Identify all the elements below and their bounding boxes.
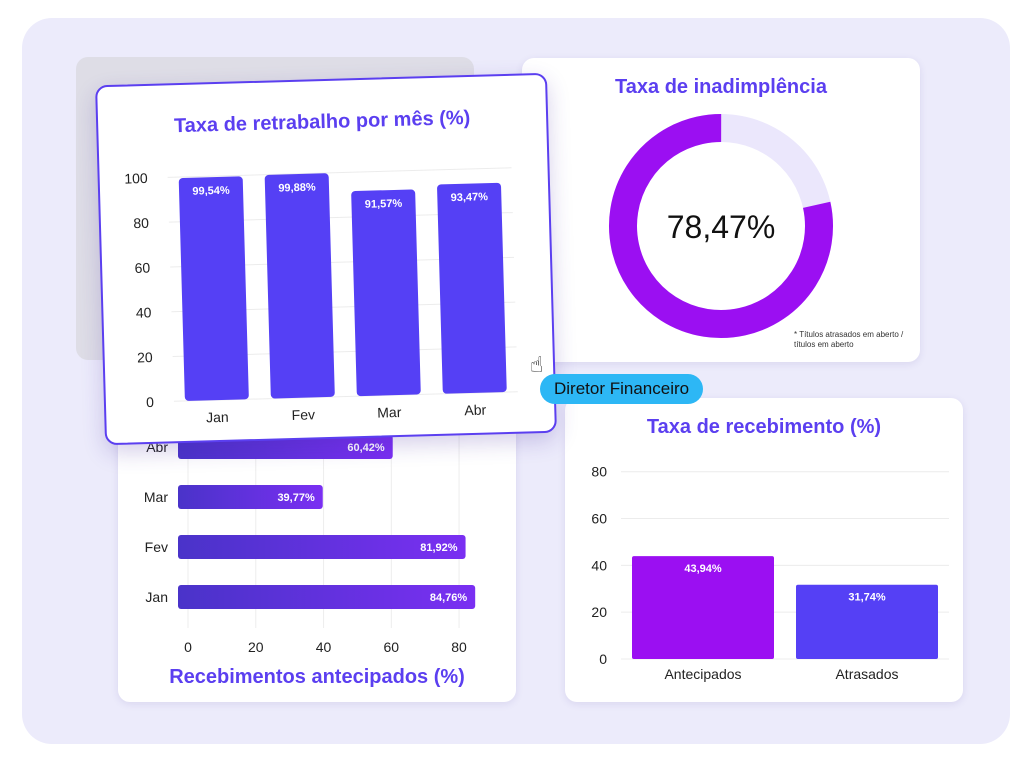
card-taxa-retrabalho: Taxa de retrabalho por mês (%) 0 20 40 60 80… [95,72,557,446]
bar-value-label: 99,54% [192,185,230,198]
y-tick-label: 100 [124,170,148,187]
bar-value-label: 39,77% [277,492,315,504]
hand-cursor-icon: ☝ [530,352,544,377]
bar-abr [437,182,507,394]
chart-title-recebimentos: Recebimentos antecipados (%) [169,666,465,688]
x-tick-label: Fev [291,406,315,423]
bar-fev [178,535,466,559]
x-tick-label: 0 [184,639,192,655]
role-badge[interactable]: Diretor Financeiro [540,374,704,404]
x-tick-label: Jan [206,409,229,426]
y-tick-label: Fev [145,539,168,555]
bar-value-label: 31,74% [848,592,886,604]
bar-value-label: 91,57% [365,198,403,211]
bar-jan [178,176,249,401]
x-tick-label: 60 [384,639,400,655]
card-taxa-recebimento: Taxa de recebimento (%) 0 20 40 60 80 43,94% A… [565,398,963,702]
bar-antecipados [632,556,774,659]
gridline [167,167,512,178]
chart-title-inadimplencia: Taxa de inadimplência [615,76,827,98]
bar-chart-recebimento: 0 20 40 60 80 43,94% Antecipados 31,74% Atrasado… [591,464,949,682]
donut-chart-inadimplencia: 78,47% [609,114,833,338]
y-tick-label: 0 [146,394,154,410]
bar-atrasados [796,584,938,659]
y-tick-label: 20 [137,349,153,365]
bar-mar [178,485,323,509]
y-tick-label: 40 [591,557,607,573]
x-tick-label: Antecipados [664,666,741,682]
donut-slice-inadimplencia [609,114,833,338]
bar-chart-retrabalho: 0 20 40 60 80 100 99,54% Jan 99,88% Fev 91,57% Mar 9… [124,167,518,426]
y-tick-label: Mar [144,489,168,505]
chart-title-recebimento: Taxa de recebimento (%) [646,416,882,438]
x-tick-label: Abr [464,402,487,419]
hbar-chart-recebimentos: 0 20 40 60 8060,42%Abr39,77%Mar81,92%Fev84,7… [144,410,476,655]
bar-value-label: 60,42% [347,442,385,454]
bar-value-label: 93,47% [451,191,489,204]
bar-fev [264,173,335,399]
y-tick-label: 40 [136,304,152,320]
y-tick-label: 80 [591,464,607,480]
footnote-inadimplencia: * Títulos atrasados em aberto / títulos … [794,330,904,349]
bar-value-label: 43,94% [684,563,722,575]
y-tick-label: Jan [145,589,168,605]
bar-jan [178,585,476,609]
bar-value-label: 84,76% [430,592,468,604]
bar-value-label: 81,92% [420,542,458,554]
donut-center-value: 78,47% [667,209,776,245]
y-tick-label: 0 [599,651,607,667]
y-tick-label: 60 [591,511,607,527]
y-tick-label: 60 [134,260,150,276]
bar-value-label: 99,88% [278,182,316,195]
x-tick-label: Atrasados [835,666,898,682]
x-tick-label: 80 [451,639,467,655]
card-recebimentos-antecipados: 0 20 40 60 80 60,42% Abr 39,77% Mar 81,92% Fev 84,7… [118,410,516,702]
y-tick-label: 80 [133,215,149,231]
x-tick-label: Mar [377,404,402,421]
bar-mar [351,189,421,397]
x-tick-label: 20 [248,639,264,655]
card-taxa-inadimplencia: Taxa de inadimplência 78,47% * Títulos a… [522,58,920,362]
y-tick-label: 20 [591,604,607,620]
x-tick-label: 40 [316,639,332,655]
